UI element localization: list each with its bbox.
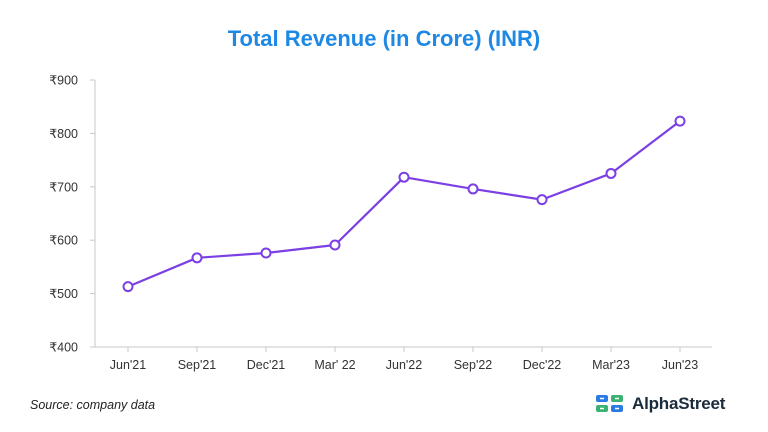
data-point (536, 194, 548, 206)
x-tick-label: Sep'21 (178, 358, 217, 372)
y-tick-label: ₹800 (49, 127, 78, 141)
data-point (398, 171, 410, 183)
revenue-line (127, 120, 681, 288)
source-note: Source: company data (30, 398, 156, 412)
y-axis-ticks: ₹400 ₹500 ₹600 ₹700 ₹800 ₹900 (49, 74, 95, 355)
chart-axes (94, 80, 712, 348)
chart-title: Total Revenue (in Crore) (INR) (227, 26, 541, 51)
x-axis-ticks: Jun'21 Sep'21 Dec'21 Mar' 22 Jun'22 Sep'22 Dec… (110, 347, 698, 372)
alphastreet-logo-icon (596, 395, 623, 412)
data-point (605, 167, 617, 179)
x-tick-label: Mar' 22 (314, 358, 355, 372)
data-point (260, 247, 272, 259)
y-tick-label: ₹900 (49, 74, 78, 88)
data-point (467, 183, 479, 195)
y-tick-label: ₹700 (49, 180, 78, 194)
data-point (191, 252, 203, 264)
brand-logo: AlphaStreet (596, 394, 725, 414)
y-tick-label: ₹600 (49, 234, 78, 248)
data-point (122, 281, 134, 293)
x-tick-label: Jun'23 (662, 358, 698, 372)
data-point (674, 115, 686, 127)
x-tick-label: Dec'22 (523, 358, 562, 372)
x-tick-label: Sep'22 (454, 358, 493, 372)
y-tick-label: ₹400 (49, 341, 78, 355)
x-tick-label: Dec'21 (247, 358, 286, 372)
x-tick-label: Jun'21 (110, 358, 146, 372)
x-tick-label: Mar'23 (592, 358, 630, 372)
y-tick-label: ₹500 (49, 287, 78, 301)
x-tick-label: Jun'22 (386, 358, 422, 372)
data-point (329, 239, 341, 251)
brand-name: AlphaStreet (632, 394, 726, 413)
revenue-series (122, 115, 686, 293)
